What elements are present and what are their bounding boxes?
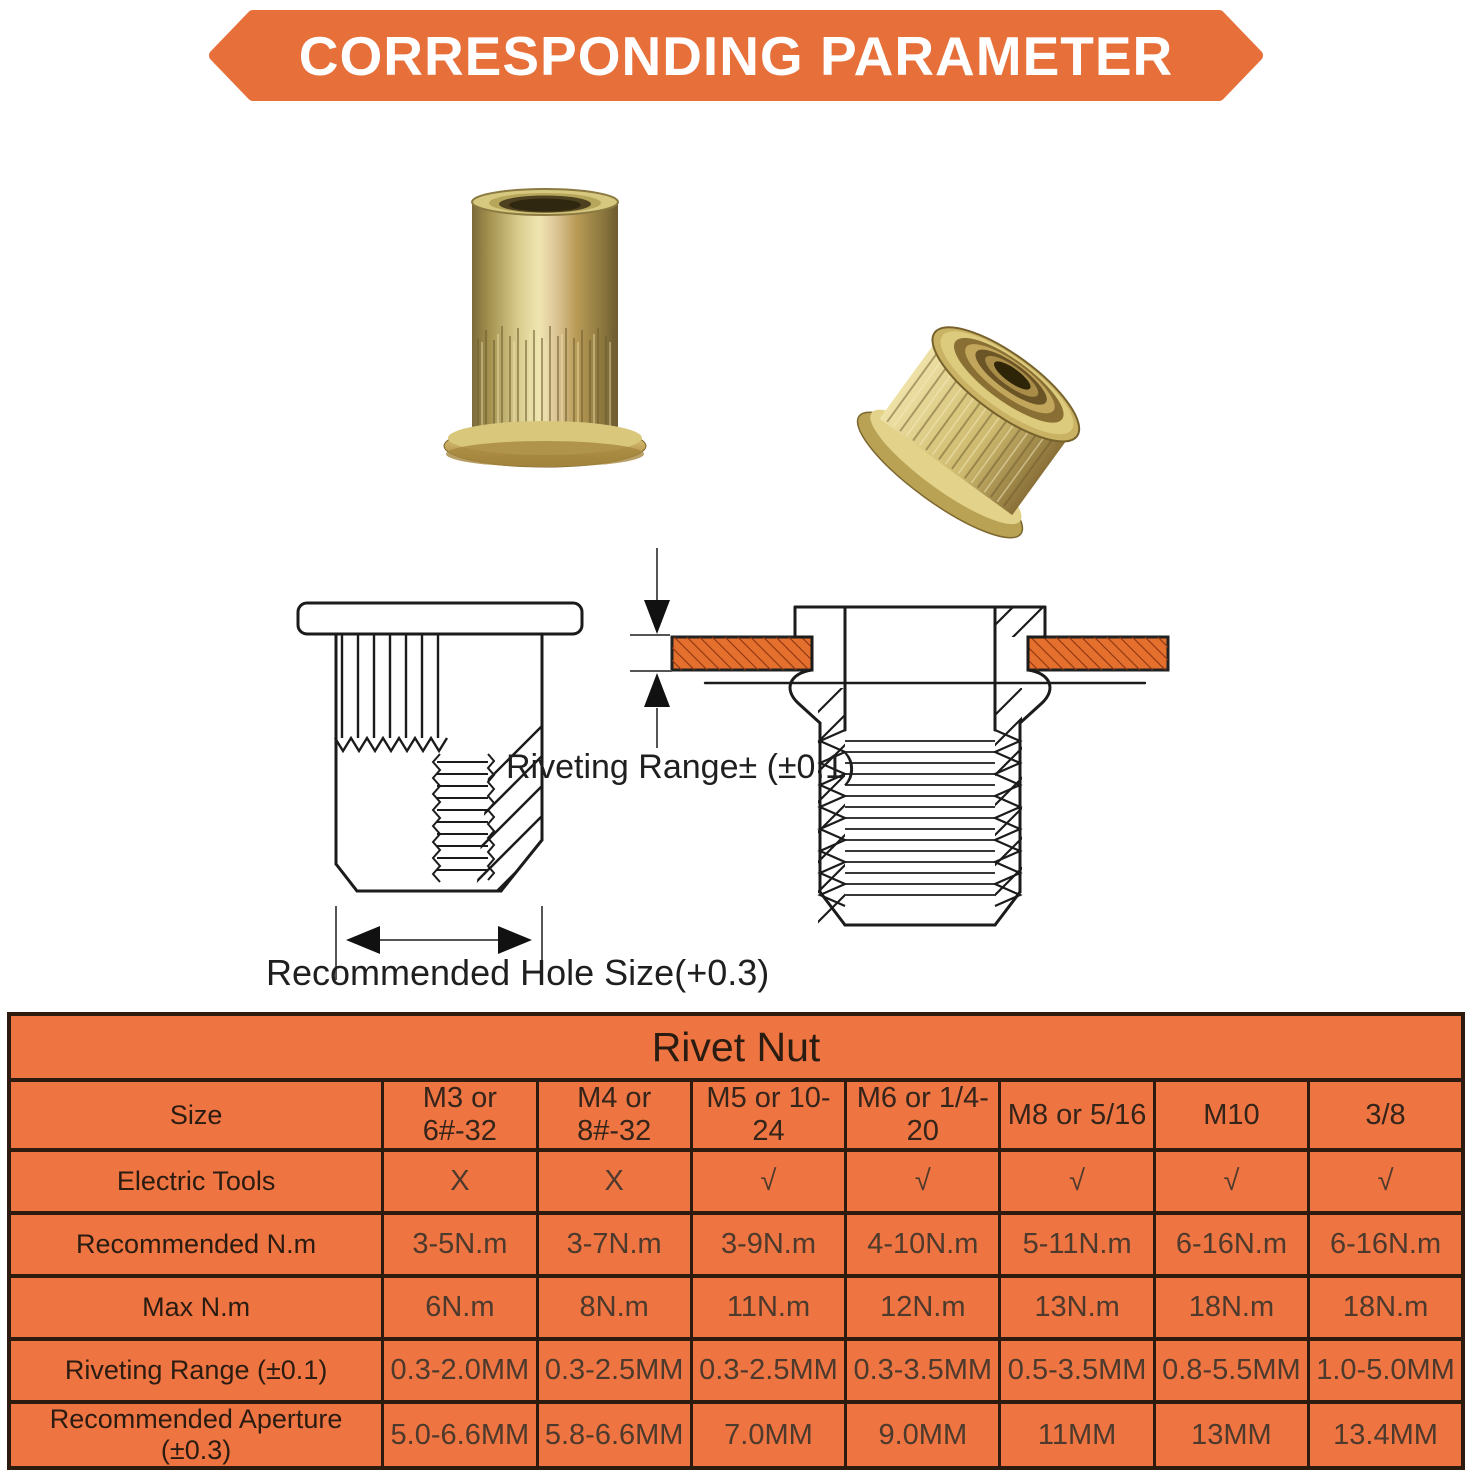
cell-value: 3-9N.m (689, 1211, 848, 1278)
cell-value: 11MM (998, 1400, 1156, 1470)
cell-value: √ (1307, 1148, 1465, 1215)
cell-value: √ (844, 1148, 1002, 1215)
cell-value: 3-5N.m (381, 1211, 539, 1278)
range-arrow-up (644, 673, 670, 707)
cell-value: 4-10N.m (844, 1211, 1002, 1278)
table-row: Size M3 or 6#-32 M4 or 8#-32 M5 or 10-24 M6 … (7, 1078, 1465, 1152)
parameter-table-wrapper: Rivet Nut Size M3 or 6#-32 M4 or 8#-32 M5 o… (7, 1012, 1465, 1470)
cell-value: 5.0-6.6MM (381, 1400, 539, 1470)
clamped-plate-left (670, 635, 814, 672)
diagram-rivet-nut-installed (630, 548, 1170, 927)
cell-value: 6-16N.m (1307, 1211, 1465, 1278)
row-label: Max N.m (7, 1274, 385, 1341)
table-row: Riveting Range (±0.1) 0.3-2.0MM 0.3-2.5MM 0… (7, 1337, 1465, 1404)
cell-value: M6 or 1/4-20 (844, 1078, 1002, 1152)
cell-value: 5.8-6.6MM (535, 1400, 693, 1470)
table-row: Max N.m 6N.m 8N.m 11N.m 12N.m 13N.m 18N.m 18N.m (7, 1274, 1465, 1341)
product-photo-upright-rivet-nut (443, 188, 647, 570)
hole-size-label: Recommended Hole Size(+0.3) (266, 952, 770, 993)
cell-value: 3-7N.m (535, 1211, 693, 1278)
cell-value: 13.4MM (1307, 1400, 1465, 1470)
row-label: Recommended N.m (7, 1211, 385, 1278)
title-banner: CORRESPONDING PARAMETER (205, 8, 1267, 103)
table-row: Recommended N.m 3-5N.m 3-7N.m 3-9N.m 4-10N.m… (7, 1211, 1465, 1278)
dimension-arrow-right (498, 926, 532, 954)
cell-value: 0.3-2.5MM (535, 1337, 693, 1404)
cell-value: 6N.m (381, 1274, 539, 1341)
cell-value: 8N.m (535, 1274, 693, 1341)
rivet-nut-upright (443, 188, 647, 468)
cell-value: 18N.m (1307, 1274, 1465, 1341)
product-photo-tilted-rivet-nut (842, 326, 1090, 620)
table-title: Rivet Nut (7, 1012, 1465, 1082)
table-row: Electric Tools X X √ √ √ √ √ (7, 1148, 1465, 1215)
table-body: Rivet Nut Size M3 or 6#-32 M4 or 8#-32 M5 o… (7, 1012, 1465, 1470)
cell-value: 0.3-3.5MM (844, 1337, 1002, 1404)
cell-value: M5 or 10-24 (689, 1078, 848, 1152)
cell-value: 0.3-2.0MM (381, 1337, 539, 1404)
cell-value: 5-11N.m (998, 1211, 1156, 1278)
row-label: Size (7, 1078, 385, 1152)
cell-value: 7.0MM (689, 1400, 848, 1470)
cell-value: √ (1152, 1148, 1311, 1215)
range-arrow-down (644, 600, 670, 634)
cell-value: 13N.m (998, 1274, 1156, 1341)
cell-value: 0.8-5.5MM (1152, 1337, 1311, 1404)
rivet-nut-tilted (856, 326, 1081, 539)
dimension-arrow-left (346, 926, 380, 954)
cell-value: 1.0-5.0MM (1307, 1337, 1465, 1404)
cell-value: 0.3-2.5MM (689, 1337, 848, 1404)
row-label: Recommended Aperture (±0.3) (7, 1400, 385, 1470)
parameter-table: Rivet Nut Size M3 or 6#-32 M4 or 8#-32 M5 o… (7, 1012, 1465, 1470)
table-row: Recommended Aperture (±0.3) 5.0-6.6MM 5.8-… (7, 1400, 1465, 1470)
cell-value: 3/8 (1307, 1078, 1465, 1152)
cell-value: M4 or 8#-32 (535, 1078, 693, 1152)
diagram-rivet-nut-section (296, 601, 584, 980)
cell-value: 0.5-3.5MM (998, 1337, 1156, 1404)
cell-value: 13MM (1152, 1400, 1311, 1470)
cell-value: 12N.m (844, 1274, 1002, 1341)
cell-value: X (381, 1148, 539, 1215)
banner-shape (209, 10, 1263, 101)
row-label: Riveting Range (±0.1) (7, 1337, 385, 1404)
cell-value: √ (689, 1148, 848, 1215)
cell-value: M3 or 6#-32 (381, 1078, 539, 1152)
page-title: CORRESPONDING PARAMETER (298, 25, 1174, 87)
cell-value: 18N.m (1152, 1274, 1311, 1341)
cell-value: X (535, 1148, 693, 1215)
cell-value: 11N.m (689, 1274, 848, 1341)
riveting-range-label: Riveting Range± (±0.1) (506, 748, 856, 786)
cell-value: 6-16N.m (1152, 1211, 1311, 1278)
row-label: Electric Tools (7, 1148, 385, 1215)
clamped-plate-right (1026, 635, 1170, 672)
cell-value: √ (998, 1148, 1156, 1215)
cell-value: M8 or 5/16 (998, 1078, 1156, 1152)
cell-value: M10 (1152, 1078, 1311, 1152)
table-title-row: Rivet Nut (7, 1012, 1465, 1082)
cell-value: 9.0MM (844, 1400, 1002, 1470)
